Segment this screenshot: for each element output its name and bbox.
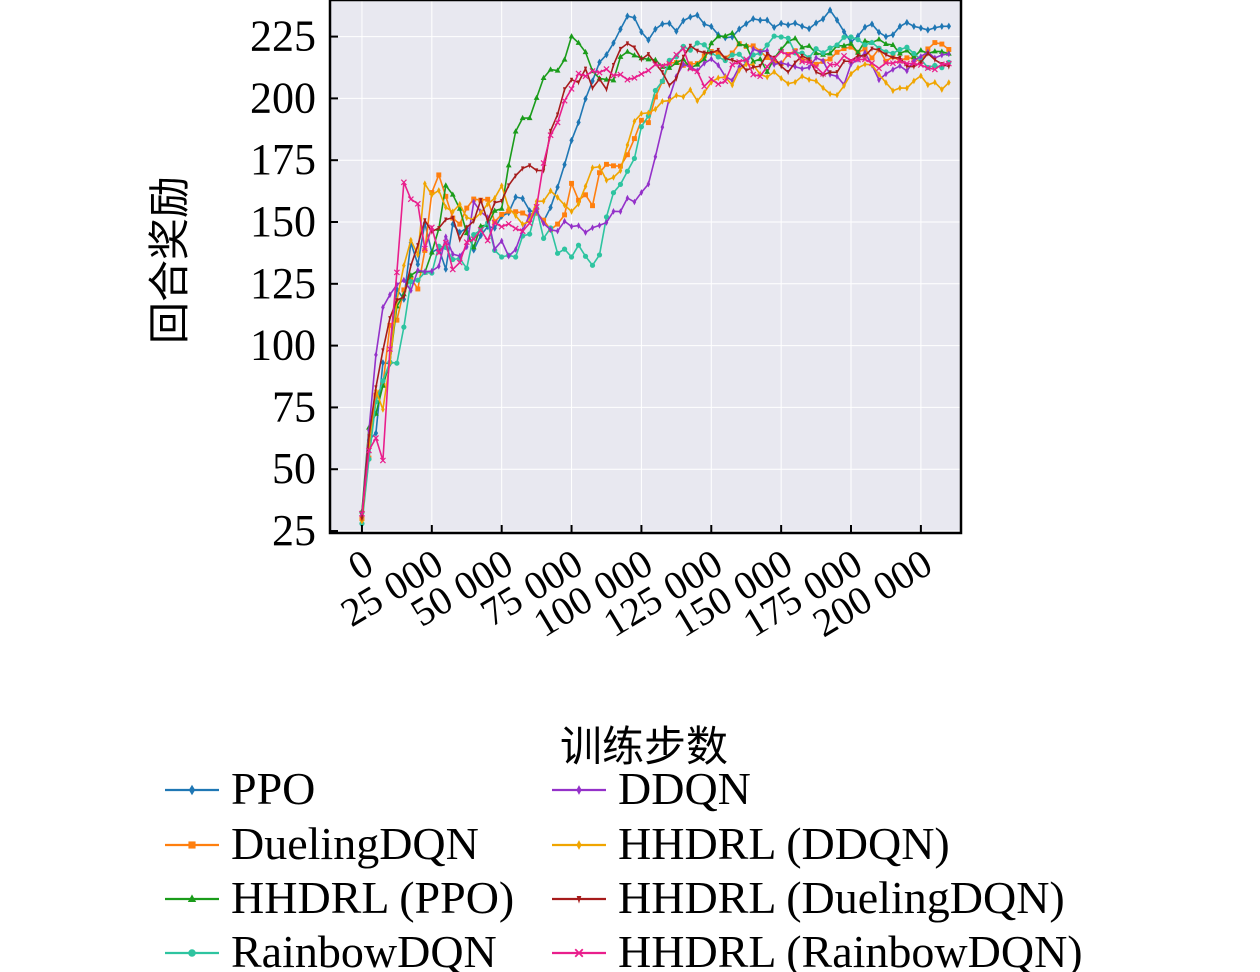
- svg-text:RainbowDQN: RainbowDQN: [231, 926, 497, 972]
- svg-text:DuelingDQN: DuelingDQN: [231, 818, 479, 869]
- svg-text:HHDRL (PPO): HHDRL (PPO): [231, 872, 514, 923]
- svg-text:PPO: PPO: [231, 763, 315, 814]
- svg-text:回合奖励: 回合奖励: [148, 176, 194, 344]
- svg-text:HHDRL (DuelingDQN): HHDRL (DuelingDQN): [618, 872, 1065, 923]
- svg-text:175: 175: [250, 135, 316, 184]
- svg-text:125: 125: [250, 259, 316, 308]
- svg-text:200: 200: [250, 73, 316, 122]
- svg-text:75: 75: [272, 382, 316, 431]
- svg-text:50: 50: [272, 444, 316, 493]
- svg-text:225: 225: [250, 12, 316, 61]
- svg-text:100: 100: [250, 321, 316, 370]
- svg-text:150: 150: [250, 197, 316, 246]
- svg-text:HHDRL (DDQN): HHDRL (DDQN): [618, 818, 950, 869]
- svg-text:25: 25: [272, 506, 316, 555]
- svg-text:DDQN: DDQN: [618, 763, 751, 814]
- svg-text:HHDRL (RainbowDQN): HHDRL (RainbowDQN): [618, 926, 1083, 972]
